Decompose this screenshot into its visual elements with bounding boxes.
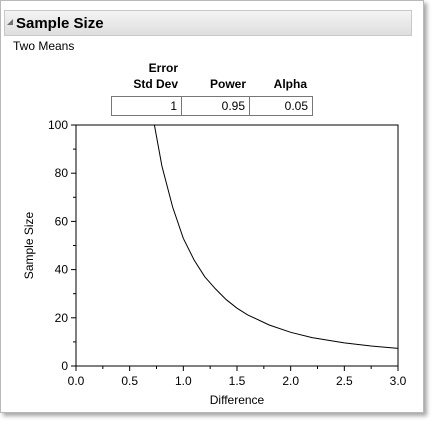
header-power: Power [209,77,246,91]
y-tick-label: 20 [55,311,69,325]
sample-size-chart: 0.0 0.5 1.0 1.5 2.0 2.5 3.0 0 20 40 60 80 100 Differ… [22,118,407,407]
error-std-dev-value[interactable]: 1 [112,97,182,115]
x-tick-label: 1.5 [229,374,246,388]
x-tick-label: 3.0 [390,374,407,388]
sample-size-panel: Sample Size Two Means Error Std Dev Powe… [0,0,424,413]
panel-header[interactable]: Sample Size [4,10,412,36]
y-axis-label: Sample Size [22,211,36,279]
y-tick-label: 80 [55,166,69,180]
parameter-values-row: 1 0.95 0.05 [111,96,313,116]
panel-subtitle: Two Means [13,39,75,53]
y-tick-label: 0 [61,359,68,373]
header-error-line: Error [148,61,178,75]
x-tick-label: 2.5 [336,374,353,388]
disclosure-triangle-icon[interactable] [7,19,13,25]
y-tick-label: 40 [55,263,69,277]
plot-frame [75,124,399,367]
x-tick-label: 1.0 [175,374,192,388]
panel-title: Sample Size [16,14,104,32]
header-error-std-dev: Error Std Dev [111,60,178,92]
header-std-dev-line: Std Dev [133,77,178,91]
x-tick-label: 0.0 [68,374,85,388]
power-value[interactable]: 0.95 [182,97,250,115]
y-tick-label: 100 [48,118,68,132]
x-tick-label: 0.5 [121,374,138,388]
series-line [153,124,399,349]
y-tick-label: 60 [55,214,69,228]
alpha-value[interactable]: 0.05 [284,99,308,113]
x-axis-label: Difference [210,393,265,407]
header-alpha: Alpha [273,77,307,91]
x-tick-label: 2.0 [282,374,299,388]
